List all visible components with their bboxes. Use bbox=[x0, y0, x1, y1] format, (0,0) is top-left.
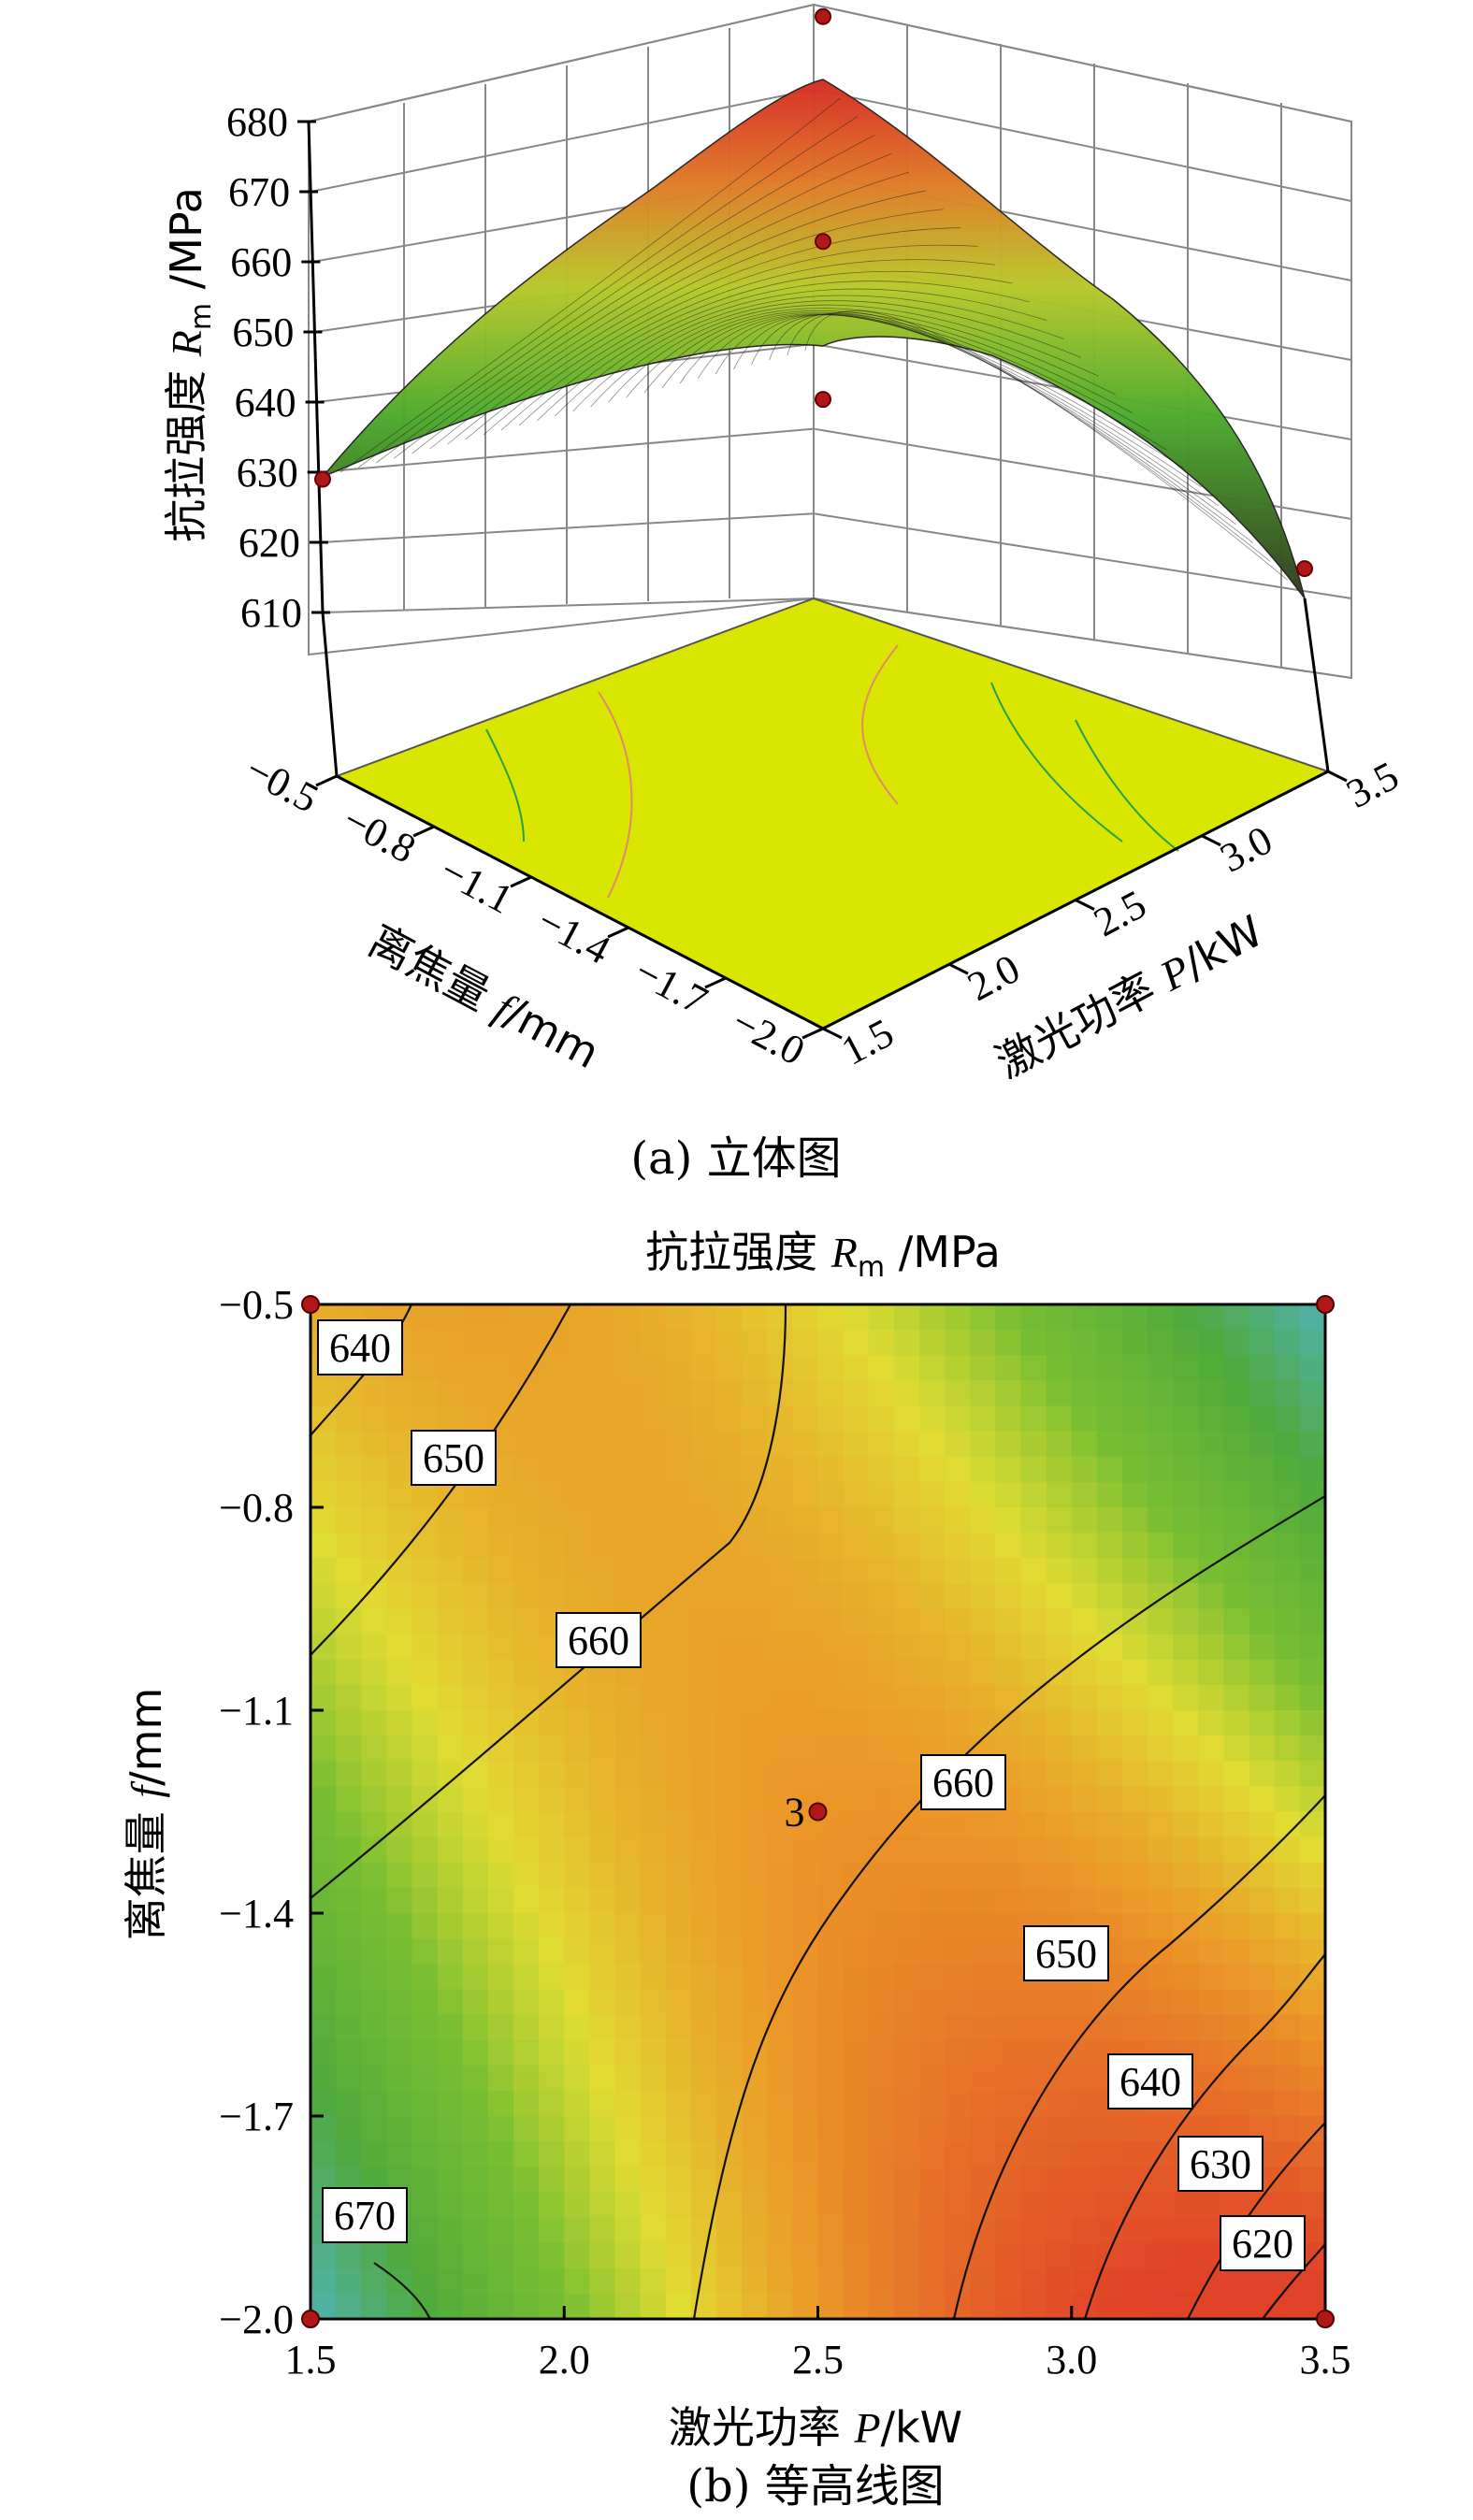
contour-y-tick-label: −2.0 bbox=[219, 2297, 294, 2342]
caption-b: (b) 等高线图 bbox=[686, 2460, 944, 2513]
contour-label: 620 bbox=[1232, 2221, 1293, 2267]
contour-y-tick-label: −1.1 bbox=[219, 1688, 294, 1734]
corner-point bbox=[301, 1295, 320, 1314]
contour-plot: 抗拉强度 Rm /MPa 640650660660650640630620670… bbox=[121, 1227, 1351, 2513]
design-point bbox=[815, 391, 831, 409]
z-axis-label: 抗拉强度 Rm /MPa bbox=[161, 187, 218, 542]
z-tick-label: 640 bbox=[235, 380, 296, 425]
contour-x-tick-label: 3.0 bbox=[1046, 2337, 1097, 2383]
surface-mesh bbox=[339, 97, 1288, 581]
contour-lines bbox=[310, 1304, 1325, 2319]
contour-title: 抗拉强度 Rm /MPa bbox=[645, 1227, 1001, 1284]
corner-point bbox=[301, 2310, 320, 2328]
contour-y-tick-label: −0.5 bbox=[219, 1282, 294, 1328]
f-tick-label: −0.5 bbox=[238, 746, 325, 822]
z-tick-label: 650 bbox=[232, 310, 294, 355]
contour-y-tick-label: −1.7 bbox=[219, 2094, 294, 2139]
contour-y-tick-label: −1.4 bbox=[219, 1891, 294, 1937]
z-axis-ticks: 610 620 630 640 650 660 670 680 bbox=[226, 99, 330, 636]
contour-label: 650 bbox=[423, 1435, 484, 1481]
corner-point bbox=[1316, 1295, 1335, 1314]
z-tick-label: 620 bbox=[238, 520, 300, 566]
z-tick-label: 680 bbox=[226, 99, 288, 145]
design-points bbox=[314, 7, 1313, 578]
contour-points: 3 bbox=[301, 1295, 1335, 2328]
design-point bbox=[314, 470, 331, 488]
design-point bbox=[815, 233, 831, 251]
contour-y-label: 离焦量 f/mm bbox=[121, 1688, 171, 1941]
design-point bbox=[1296, 560, 1313, 578]
contour-x-label: 激光功率 P/kW bbox=[669, 2402, 962, 2453]
design-point bbox=[815, 7, 831, 25]
z-tick-label: 610 bbox=[240, 590, 302, 636]
contour-label: 650 bbox=[1035, 1931, 1097, 1977]
contour-y-tick-label: −0.8 bbox=[219, 1485, 294, 1531]
caption-a: (a) 立体图 bbox=[630, 1132, 841, 1185]
z-tick-label: 670 bbox=[228, 169, 290, 215]
contour-heatmap bbox=[310, 1304, 1325, 2319]
contour-x-ticks: 1.5 2.0 2.5 3.0 3.5 bbox=[285, 2306, 1351, 2383]
contour-label: 660 bbox=[932, 1760, 994, 1806]
contour-label: 640 bbox=[1119, 2059, 1181, 2105]
contour-x-tick-label: 3.5 bbox=[1300, 2337, 1351, 2383]
z-tick-label: 660 bbox=[230, 239, 292, 285]
contour-y-ticks: −0.5 −0.8 −1.1 −1.4 −1.7 −2.0 bbox=[219, 1282, 324, 2342]
floor-contours bbox=[485, 644, 1179, 899]
corner-point bbox=[1316, 2310, 1335, 2328]
response-surface bbox=[322, 79, 1306, 599]
center-point bbox=[808, 1802, 828, 1822]
contour-label: 640 bbox=[329, 1325, 391, 1371]
contour-label: 660 bbox=[568, 1618, 629, 1663]
contour-label: 670 bbox=[334, 2193, 396, 2239]
z-tick-label: 630 bbox=[237, 450, 298, 496]
p-tick-label: 3.5 bbox=[1339, 753, 1407, 817]
contour-label: 630 bbox=[1190, 2141, 1251, 2187]
contour-x-tick-label: 2.5 bbox=[792, 2337, 844, 2383]
center-point-label: 3 bbox=[785, 1790, 805, 1836]
contour-x-tick-label: 2.0 bbox=[539, 2337, 590, 2383]
contour-x-tick-label: 1.5 bbox=[285, 2337, 337, 2383]
